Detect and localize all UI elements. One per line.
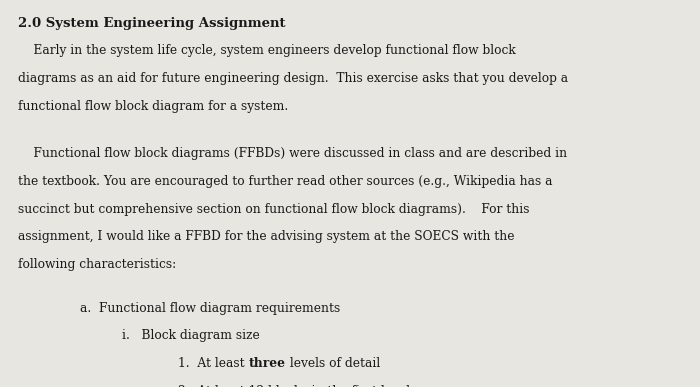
Text: 1.  At least: 1. At least: [178, 357, 249, 370]
Text: 2.0 System Engineering Assignment: 2.0 System Engineering Assignment: [18, 17, 285, 31]
Text: succinct but comprehensive section on functional flow block diagrams).    For th: succinct but comprehensive section on fu…: [18, 202, 529, 216]
Text: following characteristics:: following characteristics:: [18, 258, 176, 271]
Text: assignment, I would like a FFBD for the advising system at the SOECS with the: assignment, I would like a FFBD for the …: [18, 230, 514, 243]
Text: Functional flow block diagrams (FFBDs) were discussed in class and are described: Functional flow block diagrams (FFBDs) w…: [18, 147, 566, 160]
Text: Early in the system life cycle, system engineers develop functional flow block: Early in the system life cycle, system e…: [18, 44, 515, 57]
Text: levels of detail: levels of detail: [286, 357, 380, 370]
Text: diagrams as an aid for future engineering design.  This exercise asks that you d: diagrams as an aid for future engineerin…: [18, 72, 568, 85]
Text: a.  Functional flow diagram requirements: a. Functional flow diagram requirements: [80, 301, 341, 315]
Text: i.   Block diagram size: i. Block diagram size: [122, 329, 260, 342]
Text: functional flow block diagram for a system.: functional flow block diagram for a syst…: [18, 99, 288, 113]
Text: the textbook. You are encouraged to further read other sources (e.g., Wikipedia : the textbook. You are encouraged to furt…: [18, 175, 552, 188]
Text: three: three: [249, 357, 286, 370]
Text: 2.  At least 12 blocks in the first level: 2. At least 12 blocks in the first level: [178, 385, 411, 387]
